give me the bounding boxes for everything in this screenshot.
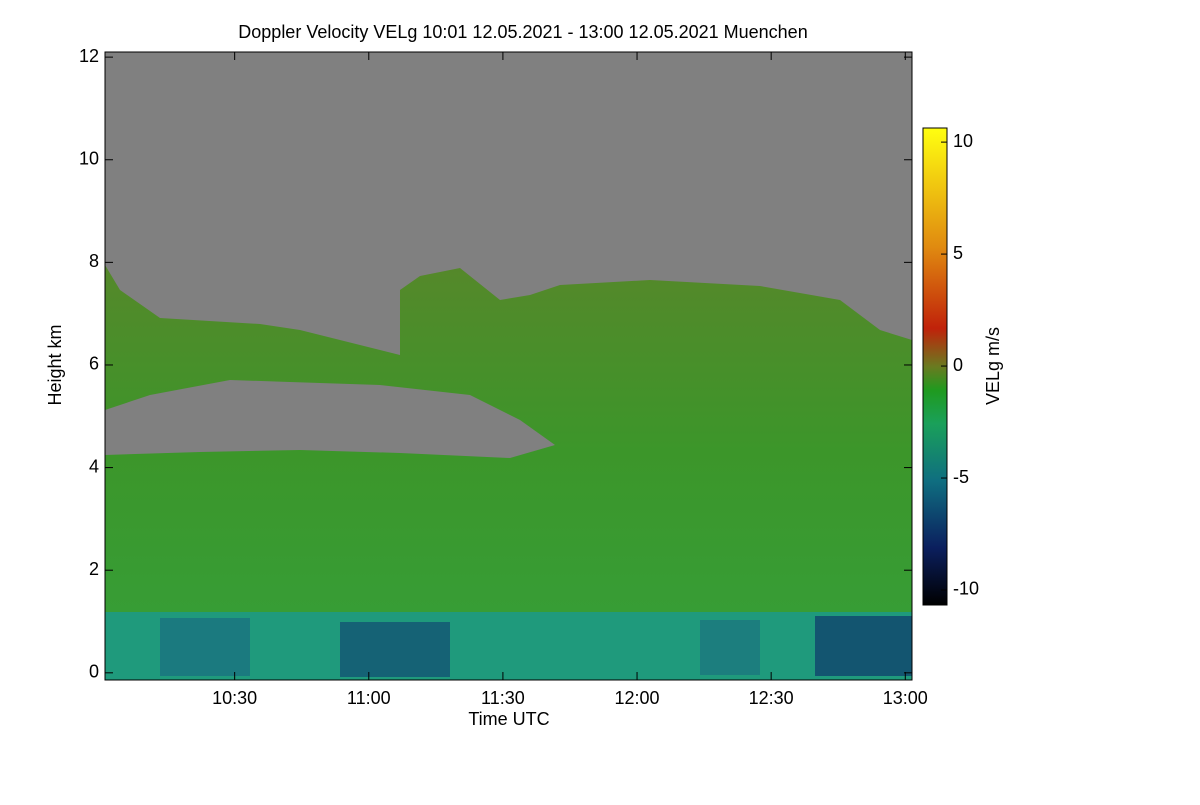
y-axis-label: Height km [45,324,65,405]
colorbar-tick-label: -5 [953,467,969,487]
y-tick-label: 10 [79,148,99,168]
chart-title: Doppler Velocity VELg 10:01 12.05.2021 -… [238,22,807,42]
colorbar-tick-label: -10 [953,579,979,599]
plot-frame [104,51,913,681]
colorbar-tick-label: 5 [953,243,963,263]
y-tick-label: 12 [79,46,99,66]
y-tick-label: 2 [89,559,99,579]
y-tick-label: 8 [89,251,99,271]
x-tick-label: 12:30 [749,688,794,708]
x-tick-label: 11:30 [481,688,525,708]
colorbar-label: VELg m/s [983,327,1003,405]
x-axis-label: Time UTC [468,709,549,729]
x-tick-label: 10:30 [212,688,257,708]
colorbar-tick-label: 0 [953,355,963,375]
x-tick-label: 12:00 [615,688,660,708]
colorbar-tick-label: 10 [953,131,973,151]
x-tick-label: 13:00 [883,688,928,708]
y-tick-label: 0 [89,662,99,682]
velocity-field [105,52,912,680]
y-tick-label: 6 [89,354,99,374]
y-tick-label: 4 [89,456,99,476]
x-tick-label: 11:00 [347,688,391,708]
